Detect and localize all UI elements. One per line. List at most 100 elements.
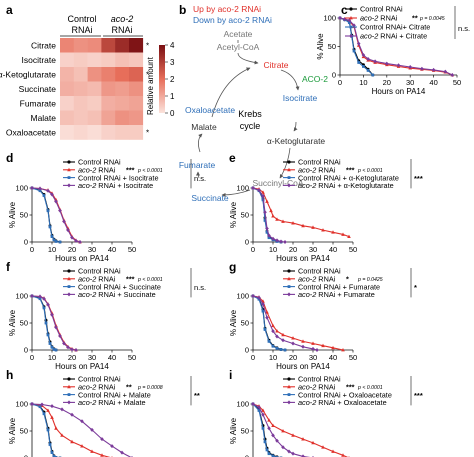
y-tick-label: 100 [15, 292, 28, 301]
data-point [267, 426, 271, 431]
arrow [293, 121, 298, 132]
heatmap-cell [115, 110, 130, 126]
survival-panel-i: i01020304050050100Hours on PA14% AliveCo… [229, 368, 423, 457]
x-tick-label: 40 [329, 353, 337, 362]
heatmap-cell [73, 110, 88, 126]
series-line [31, 403, 57, 457]
data-point [366, 57, 370, 62]
ns-label: n.s. [194, 283, 206, 292]
series-line [31, 187, 61, 243]
legend-marker [67, 276, 71, 281]
legend-text: Control RNAi + α-Ketoglutarate [298, 173, 399, 182]
heatmap-cell [60, 52, 75, 68]
heatmap-cell [129, 67, 144, 82]
data-point [66, 228, 70, 233]
data-point [265, 230, 269, 234]
data-point [263, 210, 267, 215]
heatmap-cell [129, 110, 144, 126]
significance-stars: * [346, 275, 349, 284]
data-point [100, 453, 104, 457]
node-citrate: Citrate [263, 60, 288, 70]
heatmap [60, 38, 144, 140]
data-point [408, 65, 412, 70]
x-tick-label: 10 [359, 78, 367, 87]
node-acetylcoa: Acetyl-CoA [217, 42, 260, 52]
data-point [443, 69, 448, 74]
y-axis-label: % Alive [229, 309, 238, 336]
heatmap-cell [101, 125, 116, 140]
data-point [90, 449, 94, 453]
legend-marker [287, 400, 291, 405]
data-point [275, 329, 279, 333]
data-point [62, 219, 66, 224]
data-point [291, 433, 295, 437]
x-tick-label: 40 [108, 245, 116, 254]
data-point [100, 437, 104, 442]
legend-marker [287, 292, 291, 297]
legend-marker [287, 377, 291, 381]
y-axis-label: % Alive [8, 309, 17, 336]
heatmap-cell [60, 67, 75, 82]
data-point [341, 453, 345, 457]
node-acetate: Acetate [224, 29, 253, 39]
data-point [347, 21, 351, 24]
data-point [281, 338, 285, 343]
data-point [30, 294, 34, 298]
y-tick-label: 50 [241, 319, 249, 328]
data-point [52, 348, 56, 351]
significance-star: * [146, 128, 149, 137]
y-tick-label: 50 [241, 427, 249, 436]
legend-marker [349, 16, 353, 20]
y-tick-label: 0 [245, 238, 249, 247]
node-succinate: Succinate [191, 193, 229, 203]
data-point [261, 309, 265, 313]
legend-label: aco-2 RNAi + α-Ketoglutarate [298, 181, 394, 190]
data-point [265, 226, 269, 231]
data-point [271, 214, 275, 218]
arrow [279, 147, 291, 179]
legend-label: Control RNAi + Succinate [78, 282, 161, 291]
legend-text: RNAi + Isocitrate [96, 181, 153, 190]
data-point [42, 412, 46, 416]
data-point [58, 208, 62, 213]
heatmap-cell [115, 67, 130, 82]
x-tick-label: 30 [406, 78, 414, 87]
survival-panel-f: f 0 10 20 30 40 50 0 50 100 Hours on PA14 % Alive Co… [6, 260, 206, 371]
y-tick-label: 100 [15, 400, 28, 409]
stars-label: ** [194, 391, 200, 400]
data-point [54, 240, 58, 243]
data-point [38, 297, 42, 301]
heatmap-cell [101, 81, 116, 97]
x-tick-label: 10 [48, 245, 56, 254]
data-point [50, 235, 54, 238]
heatmap-significance: * * * [146, 41, 149, 137]
data-point [42, 296, 46, 301]
data-point [50, 404, 54, 409]
data-point [338, 16, 342, 20]
heatmap-col-header-control: Control RNAi [67, 14, 96, 35]
legend-text: Control RNAi + Malate [78, 390, 151, 399]
data-point [46, 209, 50, 213]
data-point [301, 454, 305, 457]
data-point [357, 61, 361, 64]
heatmap-cell [60, 125, 75, 140]
heatmap-row-label: Citrate [31, 40, 56, 50]
legend-text: RNAi + Fumarate [316, 290, 375, 299]
data-point [331, 345, 335, 350]
data-point [263, 219, 267, 222]
heatmap-cell [115, 38, 130, 53]
data-point [78, 240, 82, 244]
data-point [38, 405, 42, 409]
legend-text: Control RNAi + Fumarate [298, 282, 380, 291]
legend-marker [287, 160, 291, 164]
data-point [279, 239, 283, 244]
data-point [267, 452, 271, 456]
data-point [48, 225, 52, 229]
heatmap-cell [60, 110, 75, 126]
arrow [221, 189, 251, 197]
data-point [50, 451, 54, 454]
data-point [267, 236, 271, 240]
x-tick-label: 50 [349, 245, 357, 254]
legend-text: aco-2 [360, 32, 378, 41]
